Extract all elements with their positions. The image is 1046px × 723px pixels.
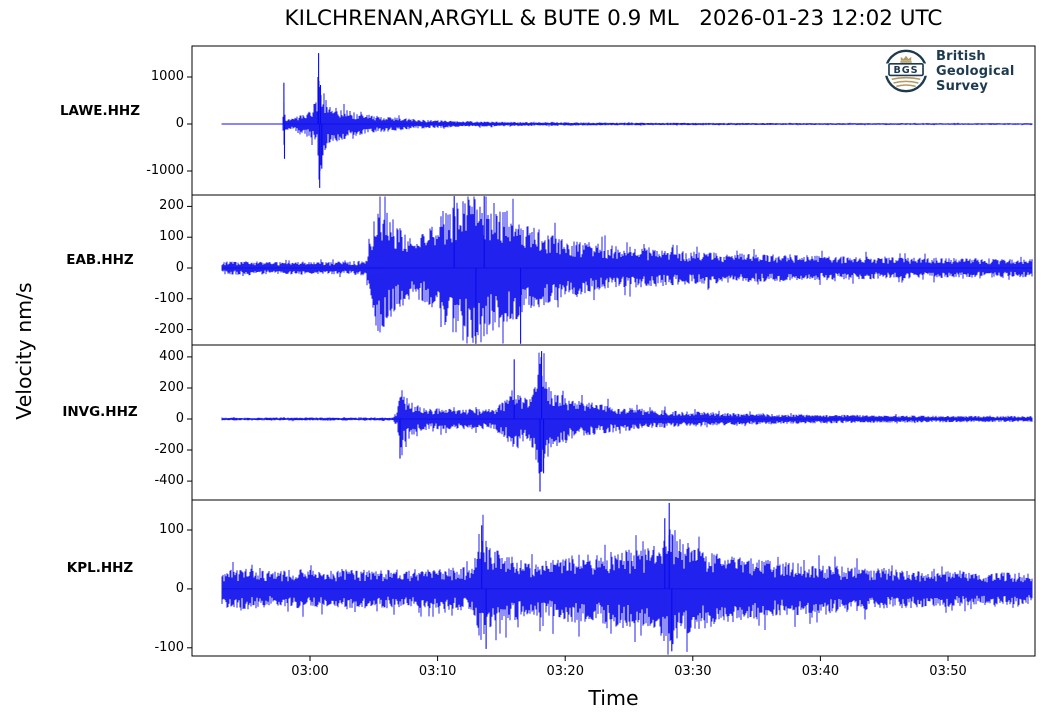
waveform-LAWE.HHZ <box>221 53 1033 188</box>
x-tick-label: 03:30 <box>674 664 712 679</box>
y-axis-label: Velocity nm/s <box>12 282 36 420</box>
y-tick-label: 1000 <box>150 69 184 85</box>
waveform-INVG.HHZ <box>221 351 1033 492</box>
bgs-logo-icon: BGS <box>883 49 929 93</box>
bgs-logo-text-line: British <box>936 48 986 64</box>
bgs-logo-text-line: Geological <box>936 63 1015 79</box>
y-tick-label: 200 <box>159 198 184 214</box>
station-label-LAWE.HHZ: LAWE.HHZ <box>59 102 141 119</box>
x-axis-label: Time <box>588 686 639 710</box>
y-tick-label: -200 <box>154 321 184 337</box>
bgs-logo-abbr: BGS <box>893 65 918 76</box>
station-label-INVG.HHZ: INVG.HHZ <box>62 404 138 421</box>
x-tick-label: 03:40 <box>801 664 840 679</box>
waveform-KPL.HHZ <box>221 502 1033 655</box>
crown-icon <box>900 55 912 61</box>
x-tick-label: 03:50 <box>929 664 967 679</box>
y-tick-label: -200 <box>154 442 184 458</box>
panel-3 <box>191 344 1036 501</box>
y-tick-label: 0 <box>175 259 184 275</box>
station-label-KPL.HHZ: KPL.HHZ <box>66 559 134 576</box>
bgs-logo-text: British Geological Survey <box>936 49 1015 94</box>
field-lines-icon <box>891 76 921 81</box>
bgs-logo: BGS British Geological Survey <box>883 48 1015 94</box>
y-tick-label: 100 <box>159 522 184 538</box>
waveform-EAB.HHZ <box>221 196 1033 344</box>
x-tick-label: 03:00 <box>291 664 329 679</box>
y-tick-label: 0 <box>175 580 184 596</box>
y-tick-label: 0 <box>175 411 184 426</box>
y-tick-label: -100 <box>154 639 184 655</box>
y-tick-label: 200 <box>159 379 184 395</box>
panel-4 <box>191 499 1036 657</box>
bgs-logo-text-line: Survey <box>936 78 988 94</box>
page-title: KILCHRENAN,ARGYLL & BUTE 0.9 ML 2026-01-… <box>284 6 943 31</box>
y-tick-label: -1000 <box>146 163 184 179</box>
y-tick-label: -400 <box>154 473 184 489</box>
y-tick-label: 400 <box>159 348 184 364</box>
x-tick-label: 03:10 <box>418 664 457 679</box>
x-tick-label: 03:20 <box>546 664 584 679</box>
y-tick-label: -100 <box>154 290 184 306</box>
y-tick-label: 0 <box>175 116 184 132</box>
y-tick-label: 100 <box>159 229 184 245</box>
station-label-EAB.HHZ: EAB.HHZ <box>66 252 134 268</box>
